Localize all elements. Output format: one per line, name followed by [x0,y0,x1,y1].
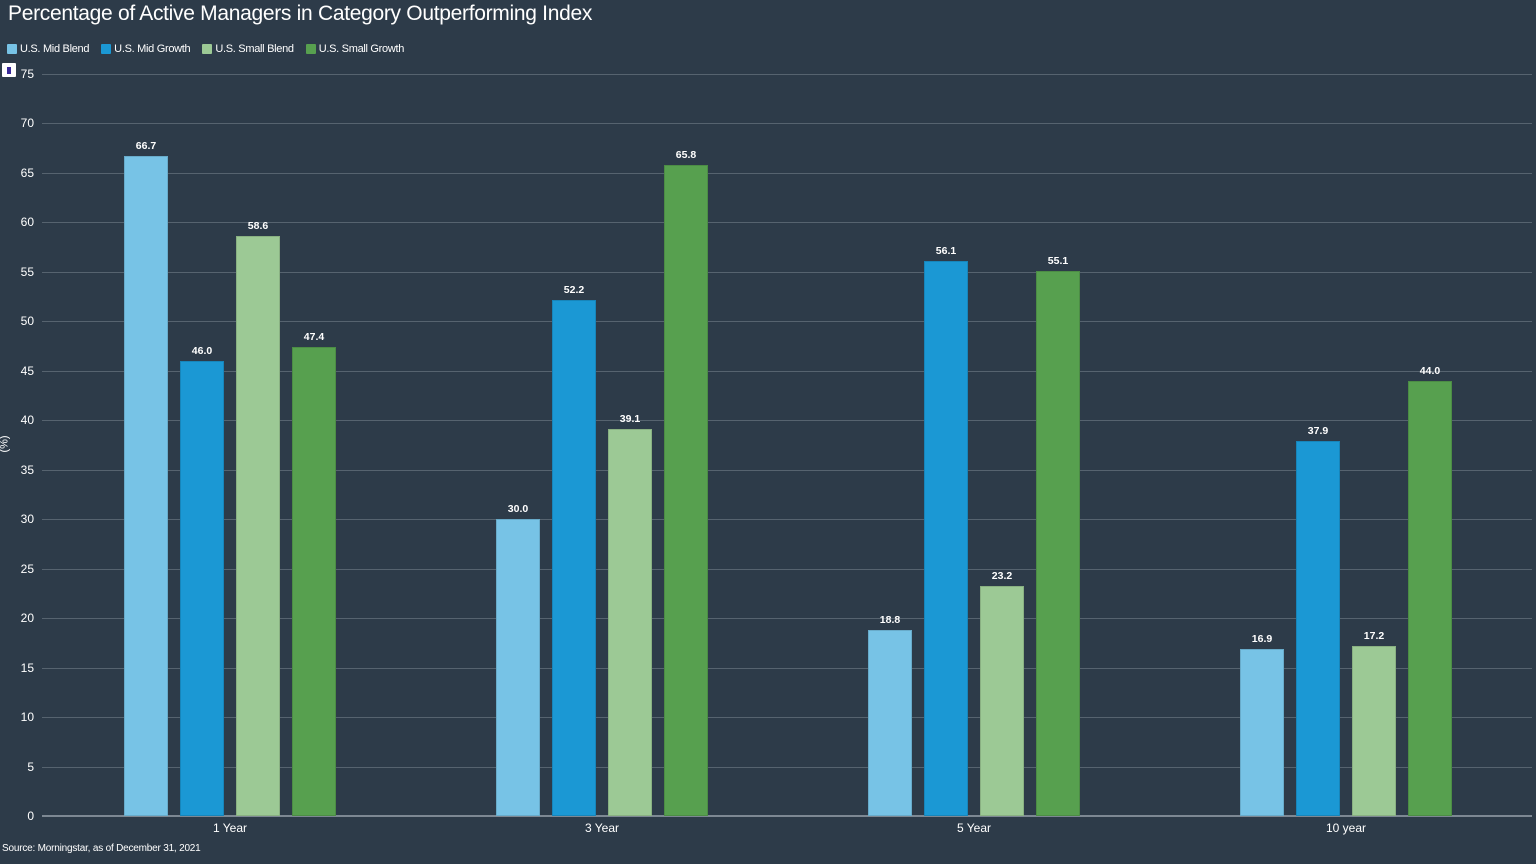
legend-swatch [202,44,213,54]
gridline [42,420,1532,422]
gridline [42,172,1532,174]
bar-5-year-2[interactable] [980,586,1024,816]
x-tick-label: 1 Year [212,821,248,835]
data-label: 39.1 [619,413,641,426]
y-tick-label: 0 [27,809,34,823]
x-axis-line [42,815,1532,817]
data-label: 17.2 [1363,629,1385,642]
bar-10-year-1[interactable] [1296,441,1340,816]
y-tick-label: 5 [27,759,34,774]
chart-menu-icon[interactable] [2,63,16,77]
y-tick-label: 60 [20,215,34,230]
gridline [42,123,1532,125]
legend-swatch [7,44,17,54]
gridline [42,321,1532,323]
x-tick-label: 5 Year [956,821,992,835]
bar-3-year-3[interactable] [664,165,708,816]
y-tick-label: 25 [20,561,34,576]
y-tick-label: 20 [20,611,34,626]
bar-1-year-1[interactable] [180,360,224,816]
gridline [42,766,1532,768]
chart-title: Percentage of Active Managers in Categor… [8,2,593,25]
data-label: 66.7 [135,140,157,153]
y-tick-label: 30 [20,512,34,527]
gridline [42,271,1532,273]
data-label: 18.8 [879,614,901,626]
gridline [42,469,1532,471]
legend-item-mid-blend[interactable]: U.S. Mid Blend [7,43,89,55]
data-label: 30.0 [507,503,529,516]
data-label: 44.0 [1419,364,1441,377]
legend-item-mid-growth[interactable]: U.S. Mid Growth [101,43,191,55]
data-label: 56.1 [935,244,957,257]
data-label: 16.9 [1251,632,1273,645]
source-note: Source: Morningstar, as of December 31, … [2,843,201,854]
x-tick-label: 10 year [1325,821,1367,835]
y-tick-label: 55 [20,264,34,279]
data-label: 23.2 [991,570,1013,583]
data-label: 65.8 [675,149,697,162]
bar-3-year-1[interactable] [552,299,596,816]
menu-glyph [7,66,11,74]
gridline [42,568,1532,570]
gridline [42,519,1532,521]
data-label: 46.0 [191,344,213,357]
y-tick-label: 45 [20,363,34,378]
y-tick-label: 65 [20,165,34,180]
bar-10-year-0[interactable] [1240,648,1284,816]
bar-1-year-0[interactable] [124,156,168,816]
chart-legend: U.S. Mid Blend U.S. Mid Growth U.S. Smal… [7,43,404,55]
y-tick-label: 70 [20,116,34,131]
y-tick-label: 40 [20,413,34,428]
legend-item-small-blend[interactable]: U.S. Small Blend [202,43,294,55]
y-tick-label: 10 [20,710,34,725]
data-label: 52.2 [563,283,585,296]
legend-swatch [101,44,112,54]
data-label: 58.6 [247,220,269,233]
bar-10-year-3[interactable] [1408,380,1452,816]
y-tick-label: 35 [20,462,34,477]
bar-1-year-2[interactable] [236,236,280,816]
gridline [42,370,1532,372]
legend-swatch [305,44,316,54]
data-label: 47.4 [303,331,325,344]
data-label: 55.1 [1047,254,1069,267]
y-tick-label: 15 [20,660,34,675]
bar-5-year-3[interactable] [1036,270,1080,816]
gridline [42,222,1532,224]
gridline [42,74,1532,75]
data-label: 37.9 [1307,425,1329,438]
legend-label: U.S. Small Growth [318,43,405,55]
gridline [42,667,1532,669]
bar-3-year-2[interactable] [608,429,652,816]
bar-3-year-0[interactable] [496,519,540,816]
gridline [42,618,1532,620]
legend-label: U.S. Mid Growth [114,43,191,55]
legend-item-small-growth[interactable]: U.S. Small Growth [305,43,405,55]
bar-1-year-3[interactable] [292,347,336,816]
bar-5-year-1[interactable] [924,260,968,816]
legend-label: U.S. Mid Blend [20,43,90,55]
y-tick-label: 50 [20,314,34,329]
bar-10-year-2[interactable] [1352,645,1396,816]
x-tick-label: 3 Year [584,821,620,835]
legend-label: U.S. Small Blend [215,43,294,55]
y-tick-label: 75 [20,67,34,81]
bar-5-year-0[interactable] [868,630,912,816]
gridline [42,717,1532,719]
y-axis-label: (%) [0,435,11,453]
